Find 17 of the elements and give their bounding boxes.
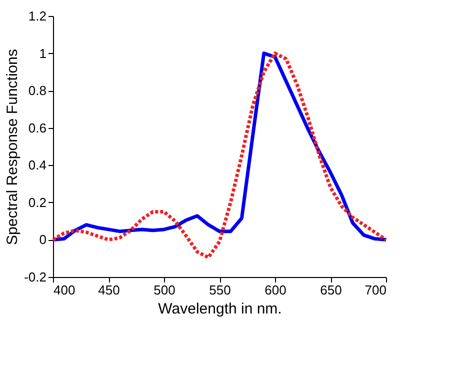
y-tick-label: 0.6 <box>28 120 46 136</box>
x-tick-label: 400 <box>54 282 76 298</box>
y-tick-label: 0.2 <box>28 194 46 210</box>
x-tick-label: 450 <box>98 282 120 298</box>
y-tick-label: 1.2 <box>28 8 46 24</box>
x-tick-label: 700 <box>364 282 386 298</box>
y-tick-label: 0.4 <box>28 158 46 173</box>
y-tick-label: 0 <box>39 232 46 248</box>
x-axis-title: Wavelength in nm. <box>158 300 282 318</box>
y-axis-title: Spectral Response Functions <box>4 49 22 245</box>
y-tick-label: 0.8 <box>28 83 46 98</box>
x-tick-label: 500 <box>154 282 176 298</box>
y-tick-label: 1 <box>39 46 46 61</box>
y-tick-label: -0.2 <box>24 270 46 284</box>
x-tick-label: 600 <box>264 282 286 298</box>
x-tick-label: 650 <box>320 282 342 298</box>
x-tick-label: 550 <box>209 282 231 298</box>
